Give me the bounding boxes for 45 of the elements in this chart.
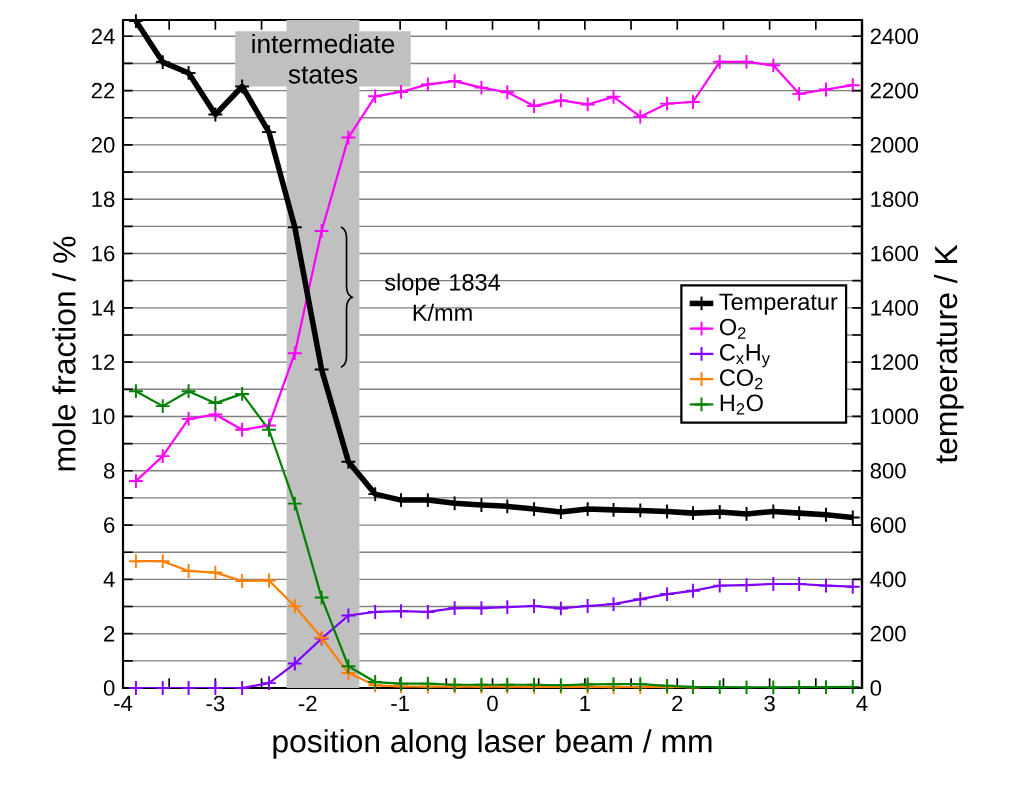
x-tick-label: -4 (114, 695, 133, 711)
y-tick-label: 24 (91, 28, 115, 45)
x-tick-label: 0 (487, 695, 498, 712)
x-tick-label: -2 (298, 695, 317, 712)
y2-tick-label: 2000 (870, 137, 919, 153)
legend-label: C$_{x}$H$_{y}$ (720, 344, 770, 368)
y2-tick-label: 200 (870, 625, 906, 642)
y2-tick-label: 1600 (871, 245, 919, 262)
x-tick-label: -1 (391, 695, 409, 711)
y-tick-label: 22 (91, 82, 115, 99)
y-tick-label: 0 (103, 680, 115, 696)
x-tick-label: 2 (672, 695, 683, 712)
x-tick-label: 1 (580, 695, 590, 711)
y2-tick-label: 0 (870, 680, 882, 696)
legend-label: CO$_{2}$ (720, 369, 763, 390)
y-tick-label: 12 (92, 354, 115, 370)
y-tick-label: 16 (92, 245, 115, 262)
y2-tick-label: 1200 (871, 354, 919, 370)
y-tick-label: 4 (103, 571, 115, 587)
y2-tick-label: 400 (870, 571, 906, 588)
y2-tick-label: 1000 (871, 408, 919, 425)
y-tick-label: 20 (91, 137, 115, 153)
band-label: intermediate states (252, 33, 395, 84)
x-tick-label: -3 (206, 695, 225, 712)
y-tick-label: 18 (92, 191, 115, 208)
y2-tick-label: 1800 (871, 191, 919, 208)
y2-axis-title: temperature / K (933, 244, 964, 464)
y2-tick-label: 1400 (871, 300, 919, 316)
legend-label: Temperatur (719, 293, 838, 315)
y2-tick-label: 800 (870, 462, 906, 479)
y-tick-label: 2 (104, 625, 115, 642)
x-tick-label: 3 (764, 695, 775, 712)
y-tick-label: 10 (92, 408, 115, 425)
y-tick-label: 8 (103, 462, 115, 479)
legend-label: O$_{2}$ (719, 318, 746, 339)
y-tick-label: 14 (92, 300, 115, 316)
x-tick-label: 4 (856, 695, 868, 711)
y2-tick-label: 600 (870, 517, 906, 533)
x-axis-title: position along laser beam / mm (273, 729, 712, 759)
annotation: slope 1834 K/mm (384, 273, 501, 322)
legend-label: H$_{2}$O (720, 394, 763, 415)
y2-tick-label: 2200 (870, 82, 919, 99)
y-tick-label: 6 (104, 517, 115, 533)
y-axis-title: mole fraction / % (52, 236, 76, 471)
y2-tick-label: 2400 (870, 28, 919, 45)
